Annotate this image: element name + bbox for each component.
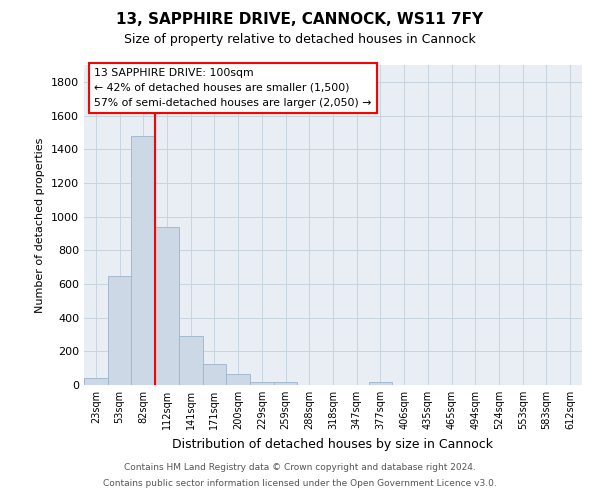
Bar: [368, 382, 392, 385]
Bar: [250, 382, 274, 385]
Bar: [131, 136, 155, 385]
Y-axis label: Number of detached properties: Number of detached properties: [35, 138, 46, 312]
Text: Contains HM Land Registry data © Crown copyright and database right 2024.: Contains HM Land Registry data © Crown c…: [124, 464, 476, 472]
Bar: [155, 226, 179, 385]
Text: 13, SAPPHIRE DRIVE, CANNOCK, WS11 7FY: 13, SAPPHIRE DRIVE, CANNOCK, WS11 7FY: [116, 12, 484, 28]
Text: 13 SAPPHIRE DRIVE: 100sqm
← 42% of detached houses are smaller (1,500)
57% of se: 13 SAPPHIRE DRIVE: 100sqm ← 42% of detac…: [94, 68, 371, 108]
Bar: [274, 382, 298, 385]
Bar: [84, 378, 108, 385]
Bar: [108, 276, 131, 385]
X-axis label: Distribution of detached houses by size in Cannock: Distribution of detached houses by size …: [173, 438, 493, 450]
Text: Size of property relative to detached houses in Cannock: Size of property relative to detached ho…: [124, 32, 476, 46]
Bar: [226, 374, 250, 385]
Text: Contains public sector information licensed under the Open Government Licence v3: Contains public sector information licen…: [103, 478, 497, 488]
Bar: [179, 336, 203, 385]
Bar: [203, 364, 226, 385]
